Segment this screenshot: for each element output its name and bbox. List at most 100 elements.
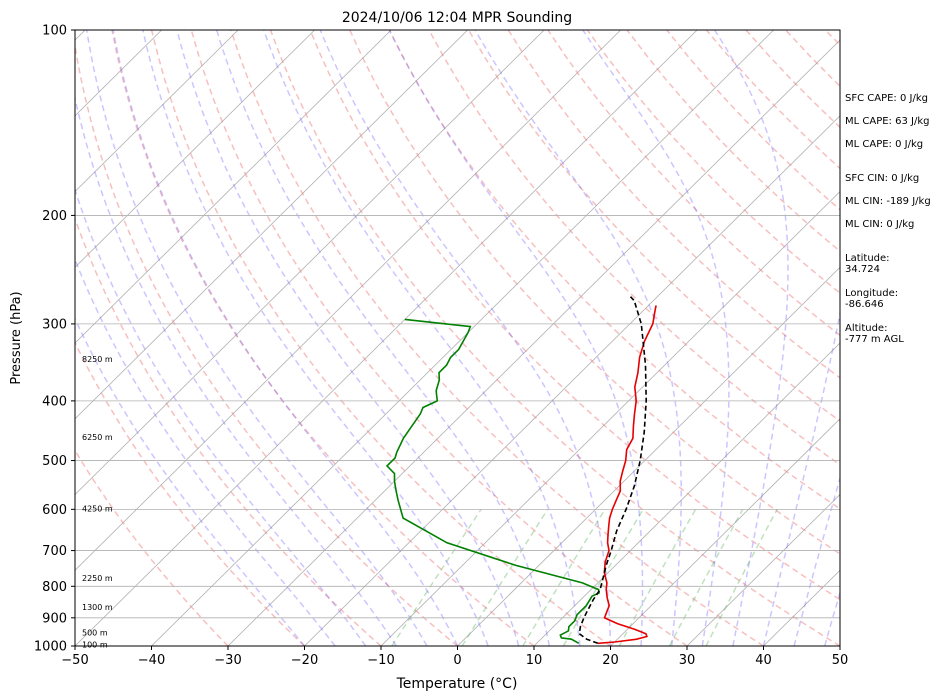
moist-adiabat-line — [713, 30, 789, 646]
x-tick-label: −50 — [61, 653, 88, 668]
isotherm-line — [75, 30, 162, 117]
height-label: 4250 m — [82, 504, 113, 513]
ml-cin-text: ML CIN: -189 J/kg — [845, 196, 931, 207]
dry-adiabat-line — [547, 30, 840, 337]
y-tick-label: 200 — [42, 209, 67, 224]
dry-adiabat-line — [75, 449, 229, 646]
ml-cape-text: ML CAPE: 63 J/kg — [845, 116, 930, 127]
isotherm-line — [0, 30, 9, 646]
isotherm-line — [75, 30, 392, 344]
x-tick-label: 20 — [602, 653, 619, 668]
sfc-cape-text: SFC CAPE: 0 J/kg — [845, 93, 928, 104]
mixing-ratio-line — [562, 508, 644, 646]
dry-adiabat-line — [75, 340, 306, 646]
x-tick-label: −20 — [291, 653, 318, 668]
dry-adiabat-line — [507, 30, 840, 379]
height-labels: 100 m 500 m 1300 m 2250 m 4250 m 6250 m 8250 m — [82, 355, 113, 650]
isotherm-line — [75, 30, 468, 420]
dry-adiabat-line — [75, 216, 382, 646]
mixing-ratio-line — [705, 508, 778, 646]
x-tick-label: 0 — [453, 653, 461, 668]
moist-adiabat-line — [262, 30, 581, 646]
isotherm-line — [75, 30, 315, 268]
dry-adiabat-line — [309, 30, 840, 601]
isotherm-line — [151, 30, 774, 646]
height-label: 1300 m — [82, 603, 113, 612]
dry-adiabat-line — [467, 30, 840, 422]
ml-cape-text-2: ML CAPE: 0 J/kg — [845, 139, 924, 150]
dry-adiabat-line — [269, 30, 840, 646]
isotherm-line — [227, 39, 840, 646]
y-tick-label: 600 — [42, 503, 67, 518]
x-tick-label: 30 — [679, 653, 696, 668]
moist-adiabat-line — [75, 94, 397, 646]
parcel-line — [578, 296, 648, 645]
y-tick-label: 500 — [42, 454, 67, 469]
height-label: 2250 m — [82, 574, 113, 583]
ml-cin-text-2: ML CIN: 0 J/kg — [845, 219, 915, 230]
chart-title: 2024/10/06 12:04 MPR Sounding — [342, 10, 572, 26]
height-label: 100 m — [82, 641, 108, 650]
y-tick-label: 100 — [42, 24, 67, 39]
moist-adiabat-line — [176, 30, 520, 646]
moist-adiabat-line — [85, 30, 428, 646]
isotherm-line — [75, 30, 239, 193]
isotherm-line — [75, 30, 621, 571]
height-label: 8250 m — [82, 355, 113, 364]
x-tick-label: 40 — [755, 653, 772, 668]
y-tick-label: 300 — [42, 317, 67, 332]
mixing-ratio-line — [522, 508, 606, 646]
dry-adiabat-line — [388, 30, 840, 510]
dewpoint-line — [385, 318, 600, 644]
x-tick-label: 10 — [526, 653, 543, 668]
dry-adiabat-line — [190, 30, 688, 646]
height-label: 500 m — [82, 628, 108, 637]
isotherm-line — [75, 30, 545, 496]
x-tick-label: −40 — [138, 653, 165, 668]
moist-adiabat-line — [75, 257, 336, 646]
x-tick-label: 50 — [832, 653, 849, 668]
isotherm-line — [533, 342, 840, 646]
moist-adiabat-line — [762, 309, 840, 646]
altitude-text: Altitude: -777 m AGL — [845, 323, 904, 345]
y-tick-label: 1000 — [34, 640, 67, 655]
moist-adiabat-line — [142, 30, 489, 646]
isotherm-line — [304, 115, 840, 646]
moist-adiabat-line — [215, 30, 551, 646]
dry-adiabat-line — [75, 41, 458, 646]
isotherm-line — [686, 493, 840, 646]
background-lines — [0, 30, 840, 646]
moist-adiabat-line — [582, 30, 730, 646]
moist-adiabat-line — [75, 187, 367, 646]
moist-adiabat-line — [112, 30, 459, 646]
moist-adiabat-line — [793, 475, 840, 646]
y-tick-label: 900 — [42, 611, 67, 626]
longitude-text: Longitude: -86.646 — [845, 288, 899, 310]
dry-adiabat-line — [111, 30, 535, 646]
x-tick-label: −30 — [214, 653, 241, 668]
pressure-gridlines — [75, 30, 840, 646]
latitude-text: Latitude: 34.724 — [845, 253, 890, 275]
y-tick-label: 700 — [42, 544, 67, 559]
sfc-cin-text: SFC CIN: 0 J/kg — [845, 173, 920, 184]
series-layer — [385, 296, 657, 645]
mixing-ratio-line — [391, 508, 482, 646]
y-tick-label: 400 — [42, 394, 67, 409]
dry-adiabat-line — [230, 30, 764, 646]
isotherm-line — [610, 418, 840, 646]
temperature-line — [597, 305, 657, 645]
x-axis-label: Temperature (°C) — [396, 676, 518, 692]
dry-adiabat-line — [150, 30, 611, 646]
isotherm-line — [380, 190, 840, 646]
y-axis: 1000 900 800 700 600 500 400 300 200 100 — [34, 24, 75, 655]
moist-adiabat-line — [474, 30, 682, 646]
x-axis: −50 −40 −30 −20 −10 0 10 20 30 40 50 — [61, 646, 848, 668]
dry-adiabat-line — [428, 30, 840, 466]
moist-adiabat-line — [388, 30, 644, 646]
mixing-ratio-line — [668, 508, 744, 646]
y-tick-label: 800 — [42, 580, 67, 595]
y-axis-label: Pressure (hPa) — [9, 291, 24, 384]
isotherm-line — [457, 266, 840, 646]
x-tick-label: −10 — [367, 653, 394, 668]
